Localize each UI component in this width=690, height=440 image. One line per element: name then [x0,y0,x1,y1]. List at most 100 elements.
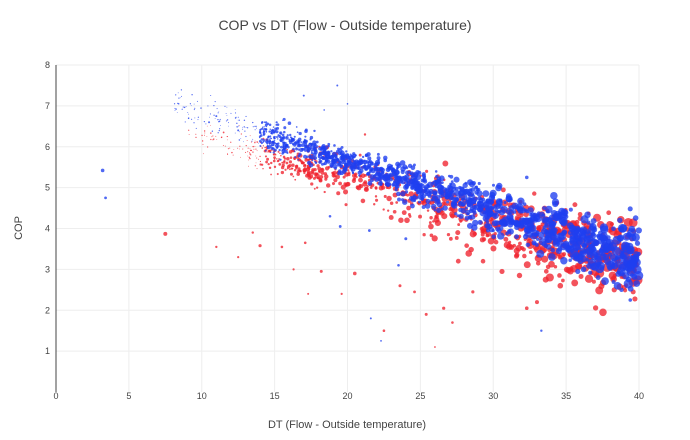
blue-point [616,235,624,242]
blue-point [598,248,604,254]
blue-point [313,129,316,133]
blue-point [551,227,558,234]
blue-point [436,178,442,183]
blue-point [313,150,318,155]
red-point [304,164,306,166]
red-point [386,195,392,202]
blue-point [365,160,369,164]
blue-point [324,152,327,155]
blue-point [234,109,236,110]
red-point [313,187,316,190]
blue-point [506,213,514,221]
blue-point [632,253,640,261]
blue-point [494,220,500,226]
red-point [591,279,596,284]
blue-point [536,249,545,258]
blue-point [352,152,356,156]
red-point [429,233,434,238]
blue-point [394,187,398,192]
red-point [303,241,307,245]
x-tick-label: 10 [197,391,207,401]
red-point [215,245,218,249]
red-point [319,269,323,273]
red-point [355,185,360,190]
blue-point [631,233,640,242]
red-point [534,300,539,305]
red-point [306,166,310,170]
blue-point [461,197,466,201]
blue-point [545,244,552,250]
blue-point [279,145,283,149]
red-point [500,187,506,193]
red-point [320,171,325,175]
blue-point [548,253,556,261]
red-point [567,268,574,275]
blue-point [289,139,292,142]
blue-point [351,166,356,172]
blue-point [261,127,264,130]
blue-point [476,190,483,197]
red-point [296,169,300,174]
red-point [455,258,461,264]
blue-point [266,122,270,126]
blue-point [197,116,199,118]
red-point [250,154,252,156]
red-point [286,156,290,161]
blue-point [482,190,490,197]
blue-point [581,230,586,235]
red-point [395,201,399,204]
blue-point [275,121,278,124]
blue-point [397,263,400,267]
red-point [578,273,584,279]
blue-point [216,108,218,110]
red-point [324,174,329,179]
red-point [553,264,558,269]
red-point [273,156,276,159]
blue-point [588,270,593,275]
blue-point [243,126,245,128]
blue-point [619,287,624,293]
blue-point [394,178,397,181]
red-point [248,165,249,167]
blue-point [370,161,374,165]
red-point [254,141,256,144]
red-point [479,237,486,243]
blue-point [537,211,541,216]
blue-point [584,231,593,240]
red-point [336,191,341,196]
red-point [557,282,564,289]
blue-point [331,151,337,157]
blue-point [396,191,401,197]
blue-point [209,113,211,115]
blue-point [262,131,265,134]
red-point [426,209,430,212]
blue-point [397,197,401,202]
blue-point [395,180,400,185]
blue-point [539,211,545,217]
blue-point [357,170,363,175]
red-point [295,164,299,168]
red-point [248,159,249,161]
x-tick-label: 15 [270,391,280,401]
blue-point [267,146,271,150]
blue-point [345,150,348,153]
blue-point [526,232,533,238]
blue-point [188,113,189,115]
blue-point [633,280,641,287]
blue-point [477,219,483,225]
blue-point [210,94,212,97]
blue-point [245,127,247,129]
red-point [244,151,247,153]
blue-point [260,138,263,141]
blue-point [396,175,403,181]
blue-point [575,257,580,262]
red-point [270,173,272,176]
red-point [595,286,604,295]
blue-point [315,140,319,144]
blue-point [453,176,460,183]
blue-point [565,245,573,253]
blue-point [458,213,464,219]
blue-point [586,252,593,259]
blue-point [191,94,193,96]
blue-point [244,130,246,132]
